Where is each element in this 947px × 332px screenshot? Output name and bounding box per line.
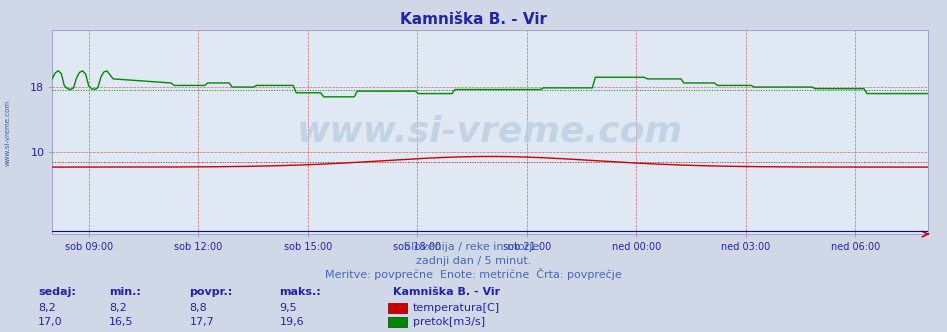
Text: 19,6: 19,6: [279, 317, 304, 327]
Text: www.si-vreme.com: www.si-vreme.com: [297, 115, 683, 149]
Text: Kamniška B. - Vir: Kamniška B. - Vir: [400, 12, 547, 27]
Text: Kamniška B. - Vir: Kamniška B. - Vir: [393, 287, 500, 297]
Text: sedaj:: sedaj:: [38, 287, 76, 297]
Text: 8,8: 8,8: [189, 303, 207, 313]
Text: maks.:: maks.:: [279, 287, 321, 297]
Text: povpr.:: povpr.:: [189, 287, 233, 297]
Text: pretok[m3/s]: pretok[m3/s]: [413, 317, 485, 327]
Text: www.si-vreme.com: www.si-vreme.com: [5, 100, 10, 166]
Text: 8,2: 8,2: [109, 303, 127, 313]
Text: 16,5: 16,5: [109, 317, 134, 327]
Text: Meritve: povprečne  Enote: metrične  Črta: povprečje: Meritve: povprečne Enote: metrične Črta:…: [325, 268, 622, 280]
Text: min.:: min.:: [109, 287, 141, 297]
Text: Slovenija / reke in morje.: Slovenija / reke in morje.: [404, 242, 543, 252]
Text: 17,7: 17,7: [189, 317, 214, 327]
Text: 9,5: 9,5: [279, 303, 297, 313]
Text: temperatura[C]: temperatura[C]: [413, 303, 500, 313]
Text: 8,2: 8,2: [38, 303, 56, 313]
Text: zadnji dan / 5 minut.: zadnji dan / 5 minut.: [416, 256, 531, 266]
Text: 17,0: 17,0: [38, 317, 63, 327]
